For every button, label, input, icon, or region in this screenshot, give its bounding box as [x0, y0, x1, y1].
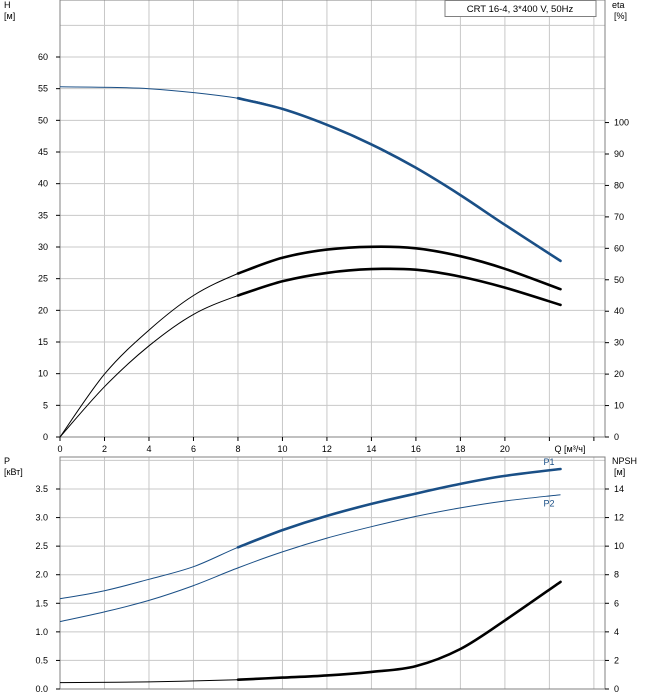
y2-tick-label: 30 [614, 338, 624, 348]
x-tick-label: 10 [277, 444, 287, 454]
y2-tick-label: 80 [614, 180, 624, 190]
y-axis-label: P [4, 456, 10, 466]
y2-tick-label: 40 [614, 306, 624, 316]
series-line-duty-eta [236, 245, 562, 291]
series-line-duty-eta2 [236, 267, 562, 307]
y-tick-label: 40 [38, 179, 48, 189]
head-efficiency-panel: 0510152025303540455055600102030405060708… [4, 0, 629, 454]
y2-tick-label: 90 [614, 149, 624, 159]
y2-tick-label: 8 [614, 570, 619, 580]
y2-tick-label: 10 [614, 541, 624, 551]
y2-axis-unit: [м] [614, 467, 625, 477]
y2-tick-label: 10 [614, 401, 624, 411]
x-tick-label: 6 [191, 444, 196, 454]
y-tick-label: 2.0 [35, 570, 48, 580]
x-tick-label: 18 [455, 444, 465, 454]
y2-axis-label: NPSH [612, 456, 637, 466]
y2-axis-unit: [%] [614, 11, 627, 21]
y2-tick-label: 70 [614, 212, 624, 222]
x-tick-label: 8 [235, 444, 240, 454]
y-axis-label: H [4, 0, 11, 10]
title-box [444, 0, 597, 17]
chart-title: CRT 16-4, 3*400 V, 50Hz [467, 4, 574, 15]
y-tick-label: 25 [38, 274, 48, 284]
x-tick-label: 16 [411, 444, 421, 454]
plot-frame [59, 456, 606, 690]
y-tick-label: 45 [38, 147, 48, 157]
x-tick-label: 0 [57, 444, 62, 454]
x-tick-label: 2 [102, 444, 107, 454]
y2-tick-label: 4 [614, 627, 619, 637]
y-tick-label: 3.5 [35, 484, 48, 494]
y-tick-label: 0.0 [35, 684, 48, 694]
x-tick-label: 12 [322, 444, 332, 454]
y-tick-label: 0 [43, 432, 48, 442]
power-npsh-panel: 0.0 0.5 1.0 1.5 2.0 2.5 3.0 3.5 0 2 4 6 8 10 12 14 P[кВт… [4, 456, 637, 694]
y-tick-label: 10 [38, 369, 48, 379]
y-tick-label: 30 [38, 242, 48, 252]
y-axis-unit: [кВт] [4, 467, 23, 477]
x-tick-label: 20 [500, 444, 510, 454]
y2-tick-label: 100 [614, 118, 629, 128]
y-tick-label: 3.0 [35, 513, 48, 523]
y-tick-label: 2.5 [35, 541, 48, 551]
y2-tick-label: 60 [614, 243, 624, 253]
y-tick-label: 1.5 [35, 598, 48, 608]
series-line-P2 [59, 494, 561, 623]
x-tick-label: 4 [146, 444, 151, 454]
y2-tick-label: 50 [614, 275, 624, 285]
series-line-duty-H [236, 96, 562, 263]
y2-tick-label: 12 [614, 513, 624, 523]
y-tick-label: 5 [43, 400, 48, 410]
y2-tick-label: 6 [614, 598, 619, 608]
y2-tick-label: 14 [614, 484, 624, 494]
series-line-duty-NPSH [236, 580, 562, 681]
y-tick-label: 20 [38, 305, 48, 315]
series-line-H [59, 86, 561, 262]
series-label-P1: P1 [544, 457, 555, 467]
y-tick-label: 60 [38, 52, 48, 62]
y-tick-label: 50 [38, 115, 48, 125]
series-line-eta2 [59, 268, 561, 438]
y2-tick-label: 0 [614, 432, 619, 442]
x-axis-label: Q [м³/ч] [555, 444, 586, 454]
plot-frame [59, 0, 606, 438]
y-tick-label: 15 [38, 337, 48, 347]
series-line-duty-P1 [236, 467, 562, 549]
y-tick-label: 55 [38, 84, 48, 94]
y-tick-label: 35 [38, 210, 48, 220]
x-tick-label: 14 [366, 444, 376, 454]
y2-tick-label: 2 [614, 655, 619, 665]
series-label-P2: P2 [544, 499, 555, 509]
series-line-P1 [59, 468, 561, 600]
y2-tick-label: 0 [614, 684, 619, 694]
y2-tick-label: 20 [614, 369, 624, 379]
y-tick-label: 1.0 [35, 627, 48, 637]
y-tick-label: 0.5 [35, 655, 48, 665]
y2-axis-label: eta [612, 0, 625, 10]
y-axis-unit: [м] [4, 11, 15, 21]
